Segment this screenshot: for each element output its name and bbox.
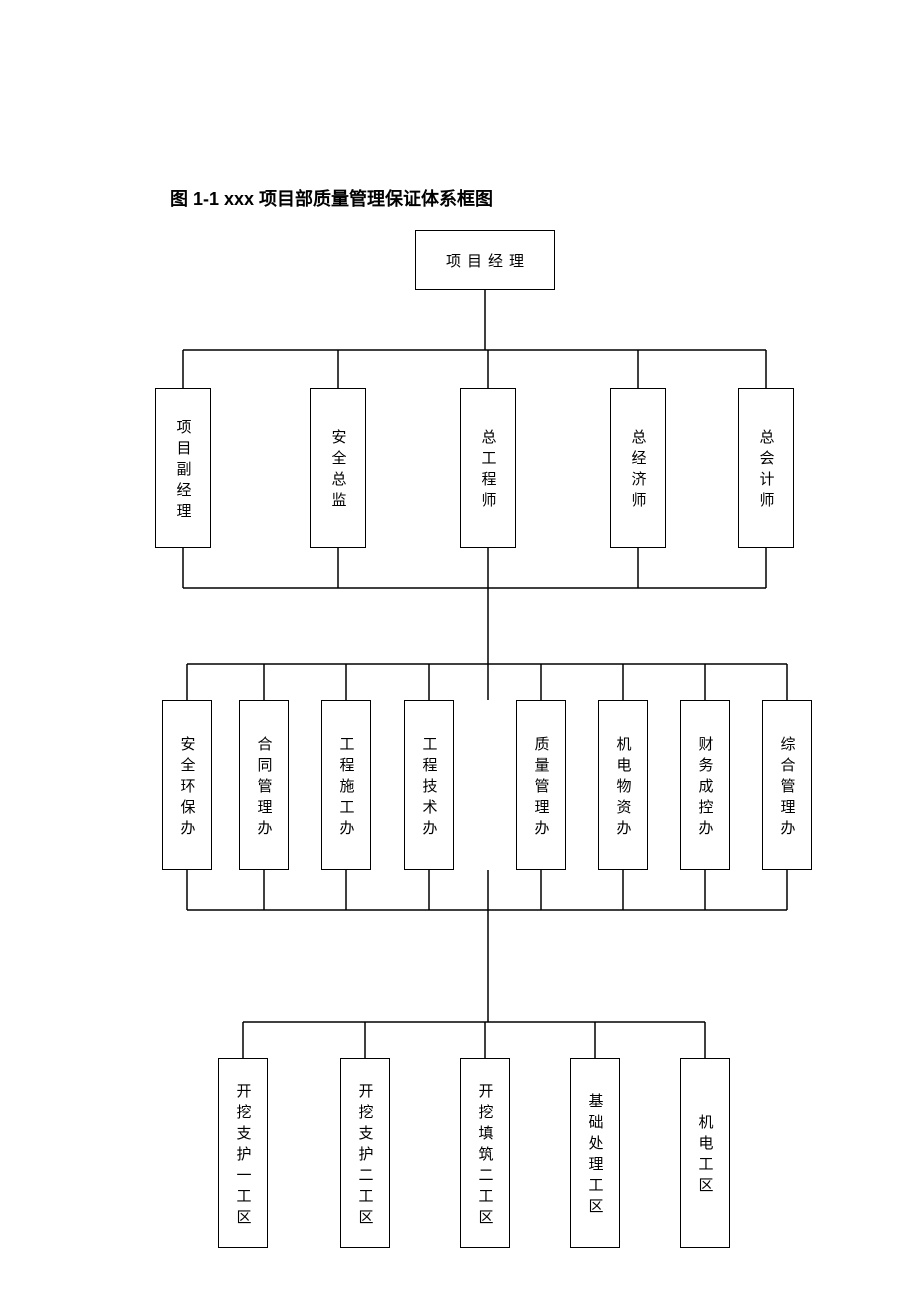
node-label: 质量管理办 (531, 730, 552, 841)
node-label: 总工程师 (478, 423, 499, 513)
node-deputy-manager: 项目副经理 (155, 388, 211, 548)
node-chief-engineer: 总工程师 (460, 388, 516, 548)
node-label: 项目副经理 (173, 413, 194, 524)
node-chief-accountant: 总会计师 (738, 388, 794, 548)
node-label: 财务成控办 (695, 730, 716, 841)
node-label: 机电物资办 (613, 730, 634, 841)
node-zone-excavation-2: 开挖支护二工区 (340, 1058, 390, 1248)
node-zone-foundation: 基础处理工区 (570, 1058, 620, 1248)
node-finance-office: 财务成控办 (680, 700, 730, 870)
node-admin-office: 综合管理办 (762, 700, 812, 870)
node-safety-director: 安全总监 (310, 388, 366, 548)
node-safety-env-office: 安全环保办 (162, 700, 212, 870)
node-zone-fill-2: 开挖填筑二工区 (460, 1058, 510, 1248)
node-label: 开挖填筑二工区 (475, 1077, 496, 1230)
node-label: 总经济师 (628, 423, 649, 513)
node-construction-office: 工程施工办 (321, 700, 371, 870)
node-me-material-office: 机电物资办 (598, 700, 648, 870)
node-label: 安全总监 (328, 423, 349, 513)
node-label: 工程技术办 (419, 730, 440, 841)
node-label: 开挖支护二工区 (355, 1077, 376, 1230)
node-label: 安全环保办 (177, 730, 198, 841)
node-label: 总会计师 (756, 423, 777, 513)
node-label: 项目经理 (440, 250, 530, 271)
node-chief-economist: 总经济师 (610, 388, 666, 548)
node-label: 机电工区 (695, 1108, 716, 1198)
node-label: 合同管理办 (254, 730, 275, 841)
node-label: 工程施工办 (336, 730, 357, 841)
node-quality-office: 质量管理办 (516, 700, 566, 870)
node-tech-office: 工程技术办 (404, 700, 454, 870)
diagram-title: 图 1-1 xxx 项目部质量管理保证体系框图 (170, 185, 493, 211)
node-contract-office: 合同管理办 (239, 700, 289, 870)
node-label: 开挖支护一工区 (233, 1077, 254, 1230)
node-project-manager: 项目经理 (415, 230, 555, 290)
node-zone-me: 机电工区 (680, 1058, 730, 1248)
node-label: 综合管理办 (777, 730, 798, 841)
node-zone-excavation-1: 开挖支护一工区 (218, 1058, 268, 1248)
node-label: 基础处理工区 (585, 1087, 606, 1219)
